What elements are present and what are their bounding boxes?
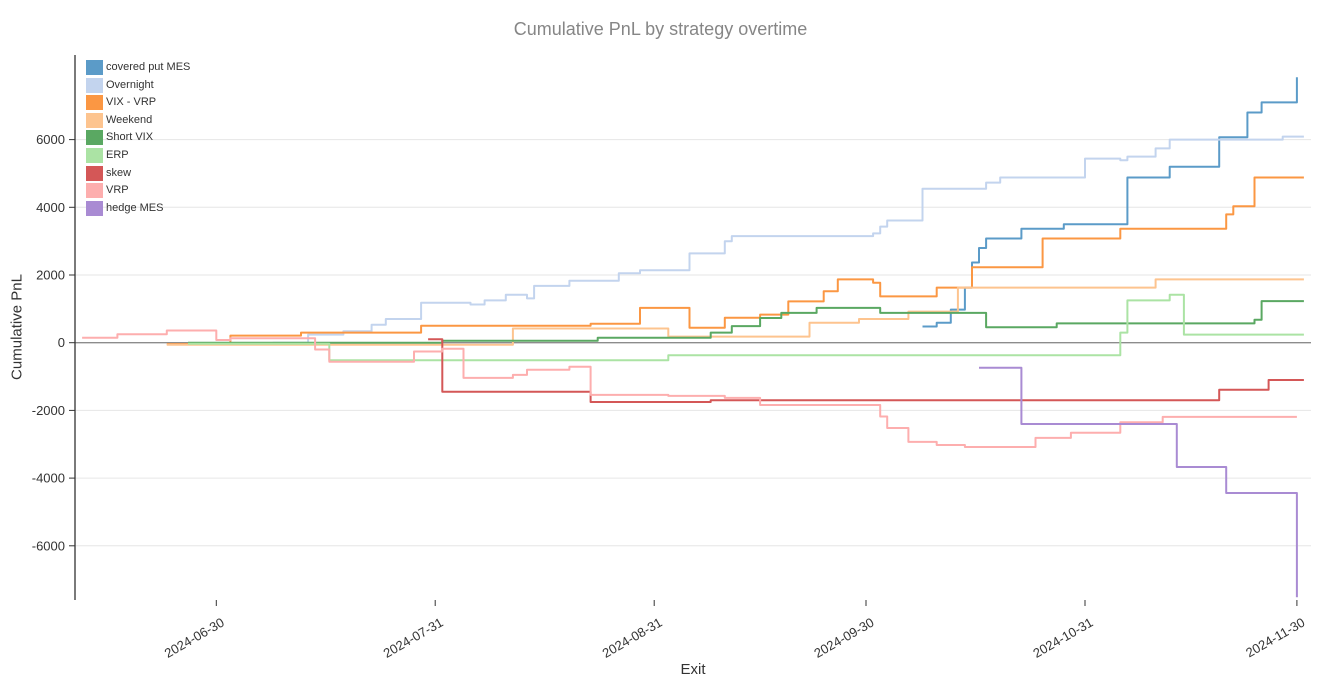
legend-item-vrp[interactable]: VRP — [86, 183, 190, 199]
y-axis-title: Cumulative PnL — [8, 274, 26, 380]
legend-item-hedge-mes[interactable]: hedge MES — [86, 200, 190, 216]
x-tick-label: 2024-09-30 — [811, 615, 876, 661]
x-tick-label: 2024-08-31 — [600, 615, 665, 661]
legend-item-short-vix[interactable]: Short VIX — [86, 130, 190, 146]
y-tick-label: 0 — [58, 335, 65, 350]
legend-swatch-icon — [86, 183, 103, 199]
x-tick-label: 2024-07-31 — [381, 615, 446, 661]
y-tick-label: 4000 — [36, 200, 65, 215]
series-line-short-vix — [188, 300, 1304, 344]
x-tick-label: 2024-06-30 — [162, 615, 227, 661]
legend-label: skew — [106, 166, 132, 179]
series-line-erp — [188, 293, 1304, 362]
legend-item-vix-vrp[interactable]: VIX - VRP — [86, 95, 190, 111]
chart-title: Cumulative PnL by strategy overtime — [513, 19, 808, 39]
legend-swatch-icon — [86, 60, 103, 75]
legend-swatch-icon — [86, 77, 103, 93]
legend-item-skew[interactable]: skew — [86, 165, 190, 181]
series-line-covered-put-mes — [922, 77, 1298, 328]
y-tick-label: 6000 — [36, 132, 65, 147]
legend-item-covered-put-mes[interactable]: covered put MES — [86, 60, 190, 75]
x-tick-label: 2024-10-31 — [1030, 615, 1095, 661]
legend-swatch-icon — [86, 147, 103, 163]
legend-swatch-icon — [86, 95, 103, 111]
legend-swatch-icon — [86, 130, 103, 146]
series-line-hedge-mes — [979, 366, 1298, 598]
series-line-weekend — [166, 278, 1304, 346]
legend-label: ERP — [106, 148, 129, 161]
legend-label: VIX - VRP — [106, 96, 157, 109]
legend-item-overnight[interactable]: Overnight — [86, 77, 190, 93]
series-line-vix-vrp — [166, 176, 1304, 346]
y-tick-label: 2000 — [36, 268, 65, 283]
series-line-skew — [428, 338, 1304, 403]
x-axis-title: Exit — [680, 661, 706, 678]
legend-swatch-icon — [86, 112, 103, 128]
series-line-overnight — [272, 135, 1304, 344]
legend-label: hedge MES — [106, 201, 164, 214]
y-tick-label: -6000 — [32, 538, 65, 553]
legend-label: VRP — [106, 184, 129, 197]
y-tick-label: -4000 — [32, 471, 65, 486]
series-line-vrp — [82, 329, 1297, 448]
legend-label: Short VIX — [106, 131, 154, 144]
legend-swatch-icon — [86, 200, 103, 216]
legend-label: covered put MES — [106, 61, 191, 73]
x-tick-label: 2024-11-30 — [1243, 615, 1307, 661]
legend-label: Weekend — [106, 113, 153, 126]
legend-label: Overnight — [106, 78, 154, 91]
legend-item-weekend[interactable]: Weekend — [86, 112, 190, 128]
legend-swatch-icon — [86, 165, 103, 181]
legend-item-erp[interactable]: ERP — [86, 147, 190, 163]
chart-legend: covered put MES Overnight VIX - VRP Weekend… — [86, 60, 190, 218]
y-tick-label: -2000 — [32, 403, 65, 418]
